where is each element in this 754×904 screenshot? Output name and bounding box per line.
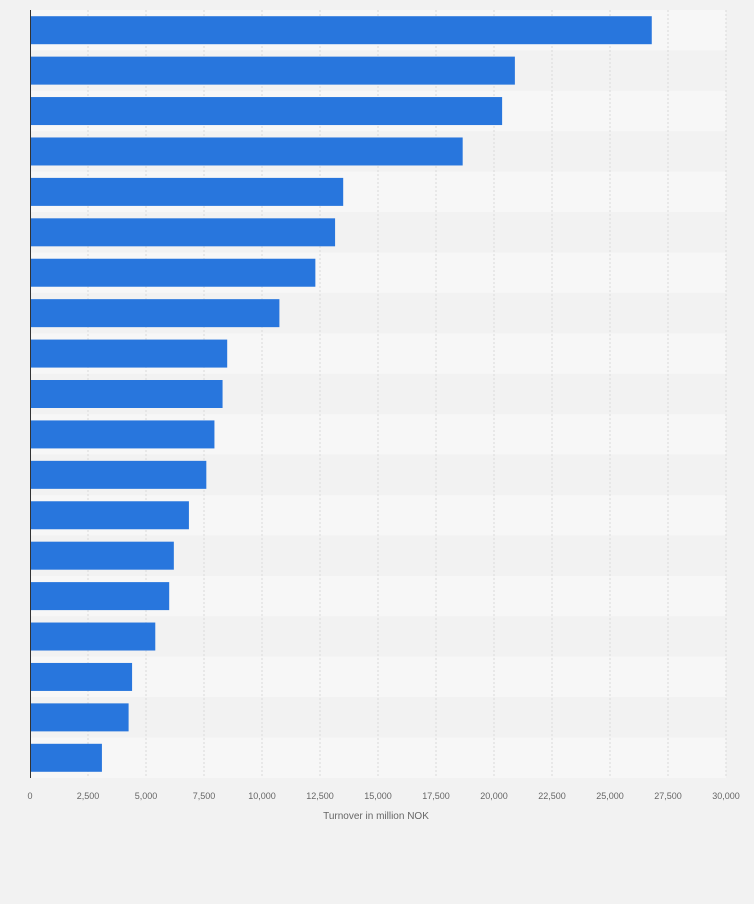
x-tick-label: 30,000 (712, 791, 740, 801)
x-tick-label: 5,000 (135, 791, 158, 801)
bar (30, 582, 170, 611)
x-axis-ticks: 0 2,500 5,000 7,500 10,000 12,500 15,000 17,500… (27, 791, 739, 801)
bar (30, 299, 280, 328)
x-tick-label: 0 (27, 791, 32, 801)
x-tick-label: 7,500 (193, 791, 216, 801)
x-tick-label: 2,500 (77, 791, 100, 801)
bar (30, 420, 215, 449)
bars (30, 16, 652, 772)
bar (30, 16, 652, 45)
bar (30, 380, 223, 408)
bar (30, 177, 344, 206)
bar (30, 97, 503, 126)
x-tick-label: 10,000 (248, 791, 276, 801)
x-tick-label: 27,500 (654, 791, 682, 801)
x-tick-label: 15,000 (364, 791, 392, 801)
bar (30, 218, 336, 247)
bar (30, 541, 174, 570)
bar (30, 460, 207, 489)
bar (30, 137, 463, 166)
x-tick-label: 17,500 (422, 791, 450, 801)
bar (30, 501, 189, 530)
bar (30, 703, 129, 732)
x-axis-label: Turnover in million NOK (323, 811, 429, 822)
x-tick-label: 22,500 (538, 791, 566, 801)
x-tick-label: 12,500 (306, 791, 334, 801)
x-tick-label: 25,000 (596, 791, 624, 801)
bar (30, 622, 156, 651)
bar (30, 339, 228, 368)
bar (30, 258, 316, 287)
bar (30, 56, 515, 85)
x-tick-label: 20,000 (480, 791, 508, 801)
bar (30, 662, 133, 691)
bar (30, 743, 102, 772)
